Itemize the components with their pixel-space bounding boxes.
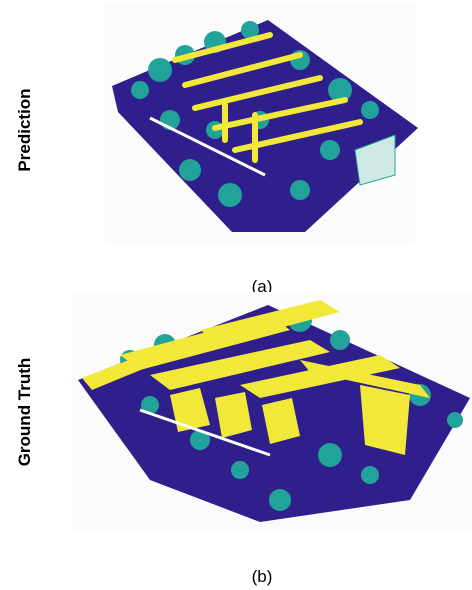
page: Prediction (a) Ground Truth (b) (() => {… — [0, 0, 472, 590]
panel-label: Ground Truth — [15, 358, 34, 467]
panel-caption: (b) — [252, 567, 273, 586]
panel-label: Prediction — [15, 88, 34, 171]
ground-truth-image — [72, 292, 472, 530]
figure: Prediction (a) Ground Truth (b) — [0, 0, 472, 590]
prediction-image — [105, 2, 418, 245]
